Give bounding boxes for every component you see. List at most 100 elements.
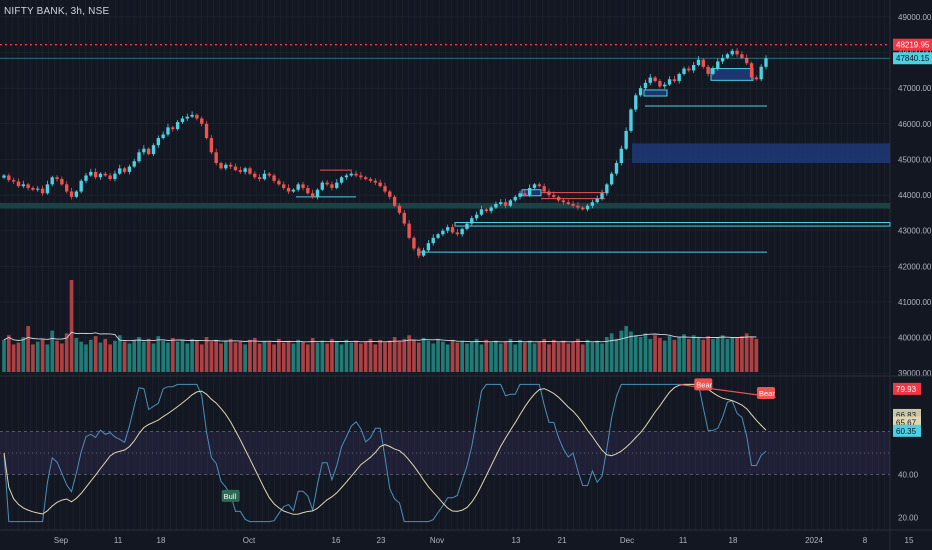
volume-bar [180, 339, 185, 372]
candle-body [735, 50, 739, 55]
volume-bar [383, 342, 387, 372]
bear-signal-badge [694, 378, 713, 391]
volume-bar [334, 341, 339, 372]
price-marker-label: 47840.15 [896, 54, 930, 63]
candle-body [696, 59, 701, 66]
volume-bar [175, 341, 180, 372]
candle-body [277, 180, 281, 185]
volume-bar [296, 339, 301, 372]
volume-bar [402, 338, 407, 372]
candle-body [320, 182, 324, 190]
candle-body [315, 189, 320, 197]
candle-body [499, 202, 503, 204]
volume-bar [127, 343, 132, 372]
volume-bar [474, 338, 479, 372]
volume-bar [523, 342, 527, 372]
candle-body [421, 250, 426, 256]
volume-bar [455, 342, 460, 372]
volume-bar [551, 339, 556, 372]
candle-body [537, 184, 542, 187]
candle-body [619, 148, 624, 163]
candle-body [286, 187, 291, 192]
candle-body [224, 164, 228, 169]
volume-bar [706, 336, 710, 372]
candle-body [93, 171, 98, 178]
volume-bar [195, 340, 199, 372]
volume-bar [749, 337, 754, 372]
price-tick-label: 45000.00 [898, 155, 932, 164]
volume-bar [161, 340, 165, 372]
volume-bar [527, 340, 532, 372]
volume-bar [605, 337, 609, 372]
candle-body [378, 182, 382, 187]
volume-bar [672, 339, 677, 372]
candle-body [344, 175, 349, 178]
candle-body [691, 65, 696, 71]
candle-body [687, 68, 691, 71]
candle-body [402, 212, 406, 224]
volume-bar [576, 338, 580, 372]
candle-body [426, 243, 431, 251]
candle-body [272, 175, 276, 181]
volume-bar [69, 280, 74, 372]
candle-body [634, 95, 638, 110]
volume-bar [132, 339, 137, 372]
volume-bar [79, 341, 83, 372]
candle-body [759, 66, 763, 80]
time-axis-label: 18 [157, 536, 166, 545]
volume-bar [687, 338, 691, 372]
rsi-marker-label: 60.35 [896, 427, 917, 436]
candle-body [26, 184, 30, 188]
candle-body [436, 234, 440, 238]
demand-zone [632, 143, 890, 163]
candle-body [450, 227, 455, 233]
candle-body [388, 191, 392, 197]
volume-bar [142, 341, 146, 372]
candle-body [581, 207, 585, 210]
candle-body [113, 173, 117, 180]
price-marker-label: 48219.95 [896, 41, 930, 50]
volume-bar [585, 339, 590, 372]
candle-body [682, 68, 686, 74]
time-axis-label: 2024 [805, 536, 823, 545]
volume-bar [122, 341, 127, 372]
bear-signal-label: Bear [759, 389, 775, 398]
volume-bar [744, 333, 749, 372]
candle-body [600, 193, 604, 199]
candle-body [16, 181, 21, 187]
price-tick-label: 39000.00 [898, 369, 932, 378]
volume-bar [691, 335, 696, 372]
time-axis-label: 23 [377, 536, 386, 545]
candle-body [339, 177, 344, 183]
candle-body [725, 54, 730, 58]
volume-bar [561, 340, 566, 372]
volume-bar [735, 337, 739, 372]
price-tick-label: 47000.00 [898, 84, 932, 93]
time-axis-label: 18 [729, 536, 738, 545]
volume-bar [696, 337, 701, 372]
volume-bar [26, 326, 30, 372]
candle-body [36, 188, 40, 190]
volume-bar [359, 343, 363, 372]
bear-signal-badge [757, 387, 775, 399]
candle-body [65, 184, 69, 192]
candle-body [368, 179, 373, 181]
candle-body [40, 188, 45, 194]
candle-body [542, 186, 546, 192]
volume-bar [21, 337, 26, 372]
candle-body [677, 73, 681, 82]
candle-body [89, 171, 93, 176]
candle-body [45, 184, 50, 194]
candle-body [576, 205, 580, 208]
volume-bar [190, 338, 194, 372]
volume-bar [60, 343, 64, 372]
volume-bar [537, 341, 542, 372]
volume-bar [416, 342, 421, 372]
volume-bar [31, 344, 35, 372]
volume-bar [566, 343, 571, 372]
volume-bar [45, 344, 50, 372]
volume-bar [339, 344, 344, 372]
candle-body [98, 173, 103, 178]
candle-body [204, 123, 209, 139]
